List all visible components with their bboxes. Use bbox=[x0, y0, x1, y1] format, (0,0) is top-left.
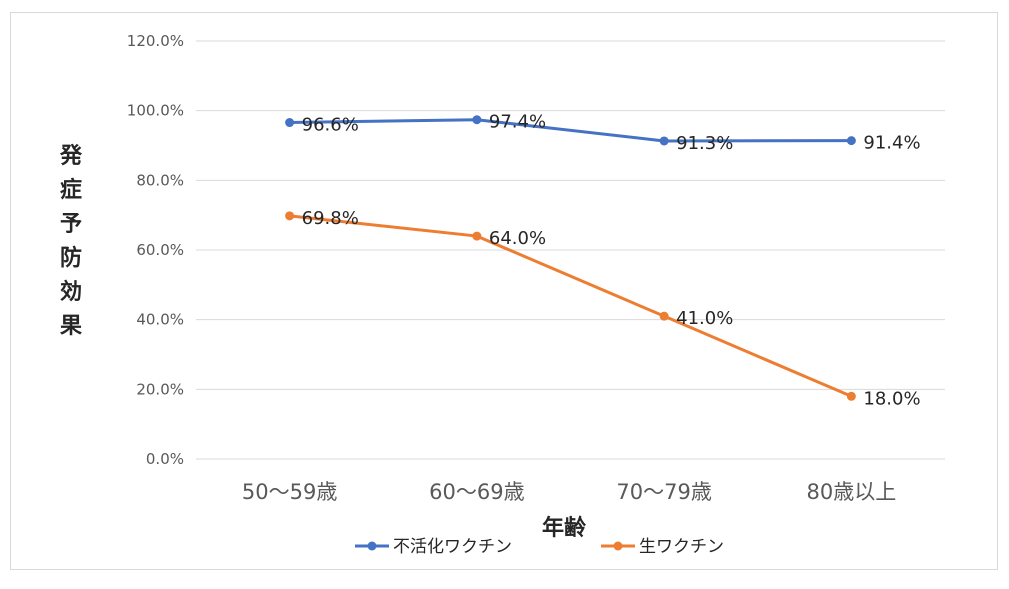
y-tick-label: 40.0% bbox=[136, 311, 184, 329]
y-axis-title-char: 効 bbox=[60, 279, 82, 305]
y-axis-title-char: 予 bbox=[60, 212, 82, 237]
data-point bbox=[472, 231, 482, 241]
data-label: 96.6% bbox=[302, 115, 359, 136]
data-label: 64.0% bbox=[489, 228, 546, 249]
legend-label: 不活化ワクチン bbox=[393, 537, 512, 557]
data-point bbox=[285, 118, 295, 128]
data-point bbox=[285, 211, 295, 221]
gridlines bbox=[196, 40, 945, 460]
x-axis-ticks: 50〜59歳 60〜69歳 70〜79歳 80歳以上 bbox=[242, 480, 896, 504]
y-tick-label: 80.0% bbox=[136, 171, 184, 189]
series-line bbox=[289, 118, 852, 143]
y-tick-label: 120.0% bbox=[127, 32, 184, 50]
data-point bbox=[846, 391, 856, 401]
line-chart: 0.0% 20.0% 40.0% 60.0% 80.0% 100.0% 120.0% 50〜… bbox=[59, 32, 945, 557]
chart-frame: 0.0% 20.0% 40.0% 60.0% 80.0% 100.0% 120.0% 50〜… bbox=[10, 12, 998, 570]
series-lines bbox=[285, 115, 856, 401]
y-tick-label: 60.0% bbox=[136, 241, 184, 259]
y-axis-title-char: 発 bbox=[59, 144, 83, 169]
y-axis-ticks: 0.0% 20.0% 40.0% 60.0% 80.0% 100.0% 120.0% bbox=[127, 32, 184, 468]
x-tick-label: 60〜69歳 bbox=[429, 480, 524, 504]
data-label: 18.0% bbox=[863, 388, 920, 409]
x-tick-label: 80歳以上 bbox=[807, 480, 897, 504]
data-labels: 96.6% 97.4% 91.3% 91.4% 69.8% 64.0% 41.0% 18.0% bbox=[302, 112, 921, 410]
data-label: 91.4% bbox=[863, 133, 920, 154]
y-axis-title-char: 果 bbox=[60, 314, 82, 339]
data-label: 91.3% bbox=[676, 133, 733, 154]
x-tick-label: 50〜59歳 bbox=[242, 480, 337, 504]
x-axis-title: 年齢 bbox=[542, 515, 587, 541]
data-label: 97.4% bbox=[489, 112, 546, 133]
y-axis-title-char: 防 bbox=[60, 246, 82, 271]
y-tick-label: 100.0% bbox=[127, 102, 184, 120]
y-axis-title-char: 症 bbox=[60, 177, 82, 203]
legend: 不活化ワクチン 生ワクチン bbox=[355, 537, 724, 557]
y-tick-label: 20.0% bbox=[136, 380, 184, 398]
legend-marker bbox=[613, 541, 623, 551]
x-tick-label: 70〜79歳 bbox=[616, 480, 711, 504]
data-label: 69.8% bbox=[302, 208, 359, 229]
legend-marker bbox=[367, 541, 377, 551]
data-point bbox=[846, 136, 856, 146]
data-point bbox=[659, 311, 669, 321]
data-point bbox=[472, 115, 482, 125]
series-line bbox=[289, 214, 852, 398]
data-point bbox=[659, 136, 669, 146]
legend-label: 生ワクチン bbox=[639, 537, 724, 557]
data-label: 41.0% bbox=[676, 308, 733, 329]
y-tick-label: 0.0% bbox=[146, 450, 184, 468]
